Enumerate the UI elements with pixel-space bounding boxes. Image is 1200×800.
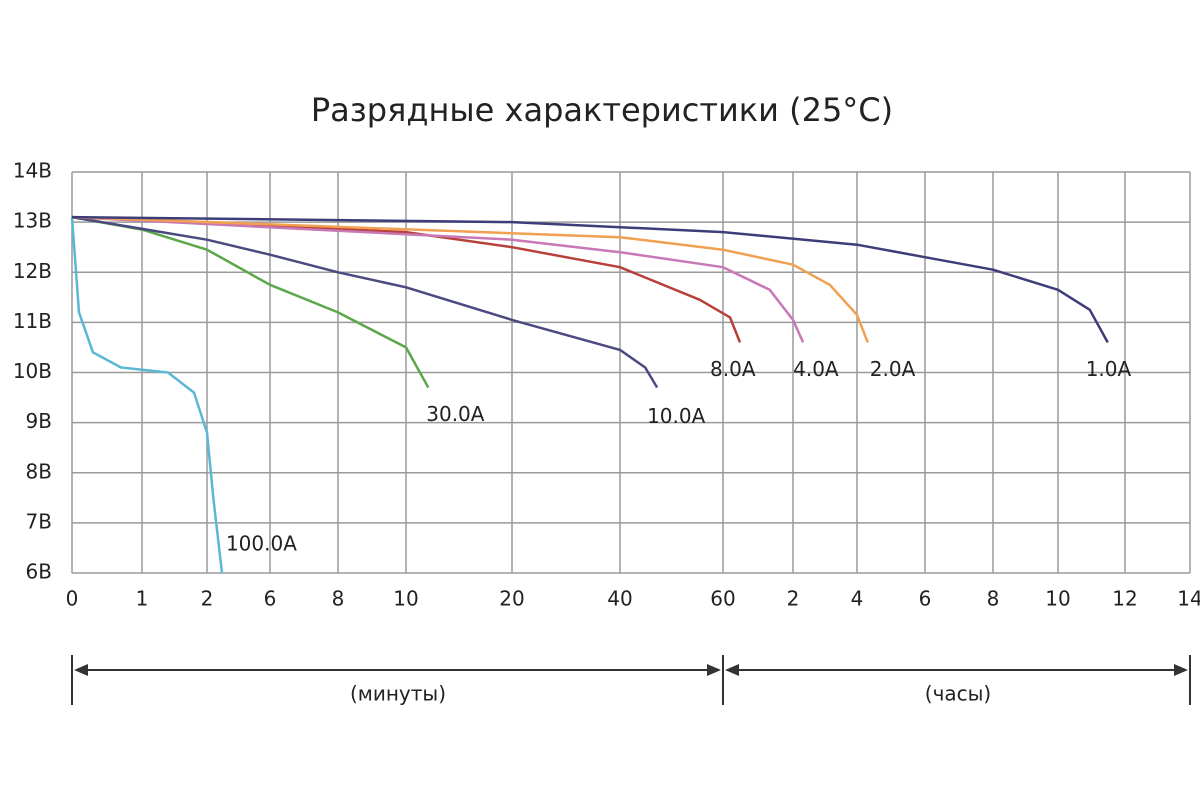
x-tick-label: 10 [393,587,418,611]
series-line [71,215,869,343]
x-annotation: (часы) [925,682,991,706]
x-tick-label: 40 [607,587,632,611]
x-tick-label: 2 [201,587,214,611]
y-tick-label: 9В [26,409,52,433]
x-tick-label: 6 [919,587,932,611]
x-tick-label: 8 [332,587,345,611]
x-tick-label: 60 [710,587,735,611]
x-annotation: (минуты) [350,682,446,706]
y-tick-label: 6В [26,560,52,584]
series-label: 10.0A [647,404,706,428]
series-label: 30.0A [426,402,485,426]
x-tick-label: 4 [851,587,864,611]
series-label: 8.0A [710,357,756,381]
x-tick-label: 0 [66,587,79,611]
series-line [71,215,742,343]
y-tick-label: 8В [26,459,52,483]
x-tick-label: 6 [264,587,277,611]
x-tick-label: 2 [787,587,800,611]
series-line [71,215,1109,344]
series-label: 4.0A [793,357,839,381]
series-line [71,215,659,389]
x-tick-label: 10 [1045,587,1070,611]
y-tick-label: 11В [13,309,52,333]
series-label: 100.0A [226,532,297,556]
x-tick-label: 1 [136,587,149,611]
x-tick-label: 12 [1112,587,1137,611]
x-tick-label: 8 [987,587,1000,611]
range-arrows [71,655,1191,705]
y-tick-label: 7В [26,509,52,533]
series-label: 2.0A [870,357,916,381]
y-tick-label: 10В [13,359,52,383]
x-tick-label: 20 [499,587,524,611]
series-line [71,215,430,389]
chart-title: Разрядные характеристики (25°C) [311,91,893,129]
series-label: 1.0A [1086,357,1132,381]
y-tick-label: 14В [13,159,52,183]
x-tick-label: 14 [1177,587,1200,611]
y-tick-label: 12В [13,259,52,283]
y-tick-label: 13В [13,209,52,233]
series-line [71,215,805,343]
series-line [70,217,224,574]
